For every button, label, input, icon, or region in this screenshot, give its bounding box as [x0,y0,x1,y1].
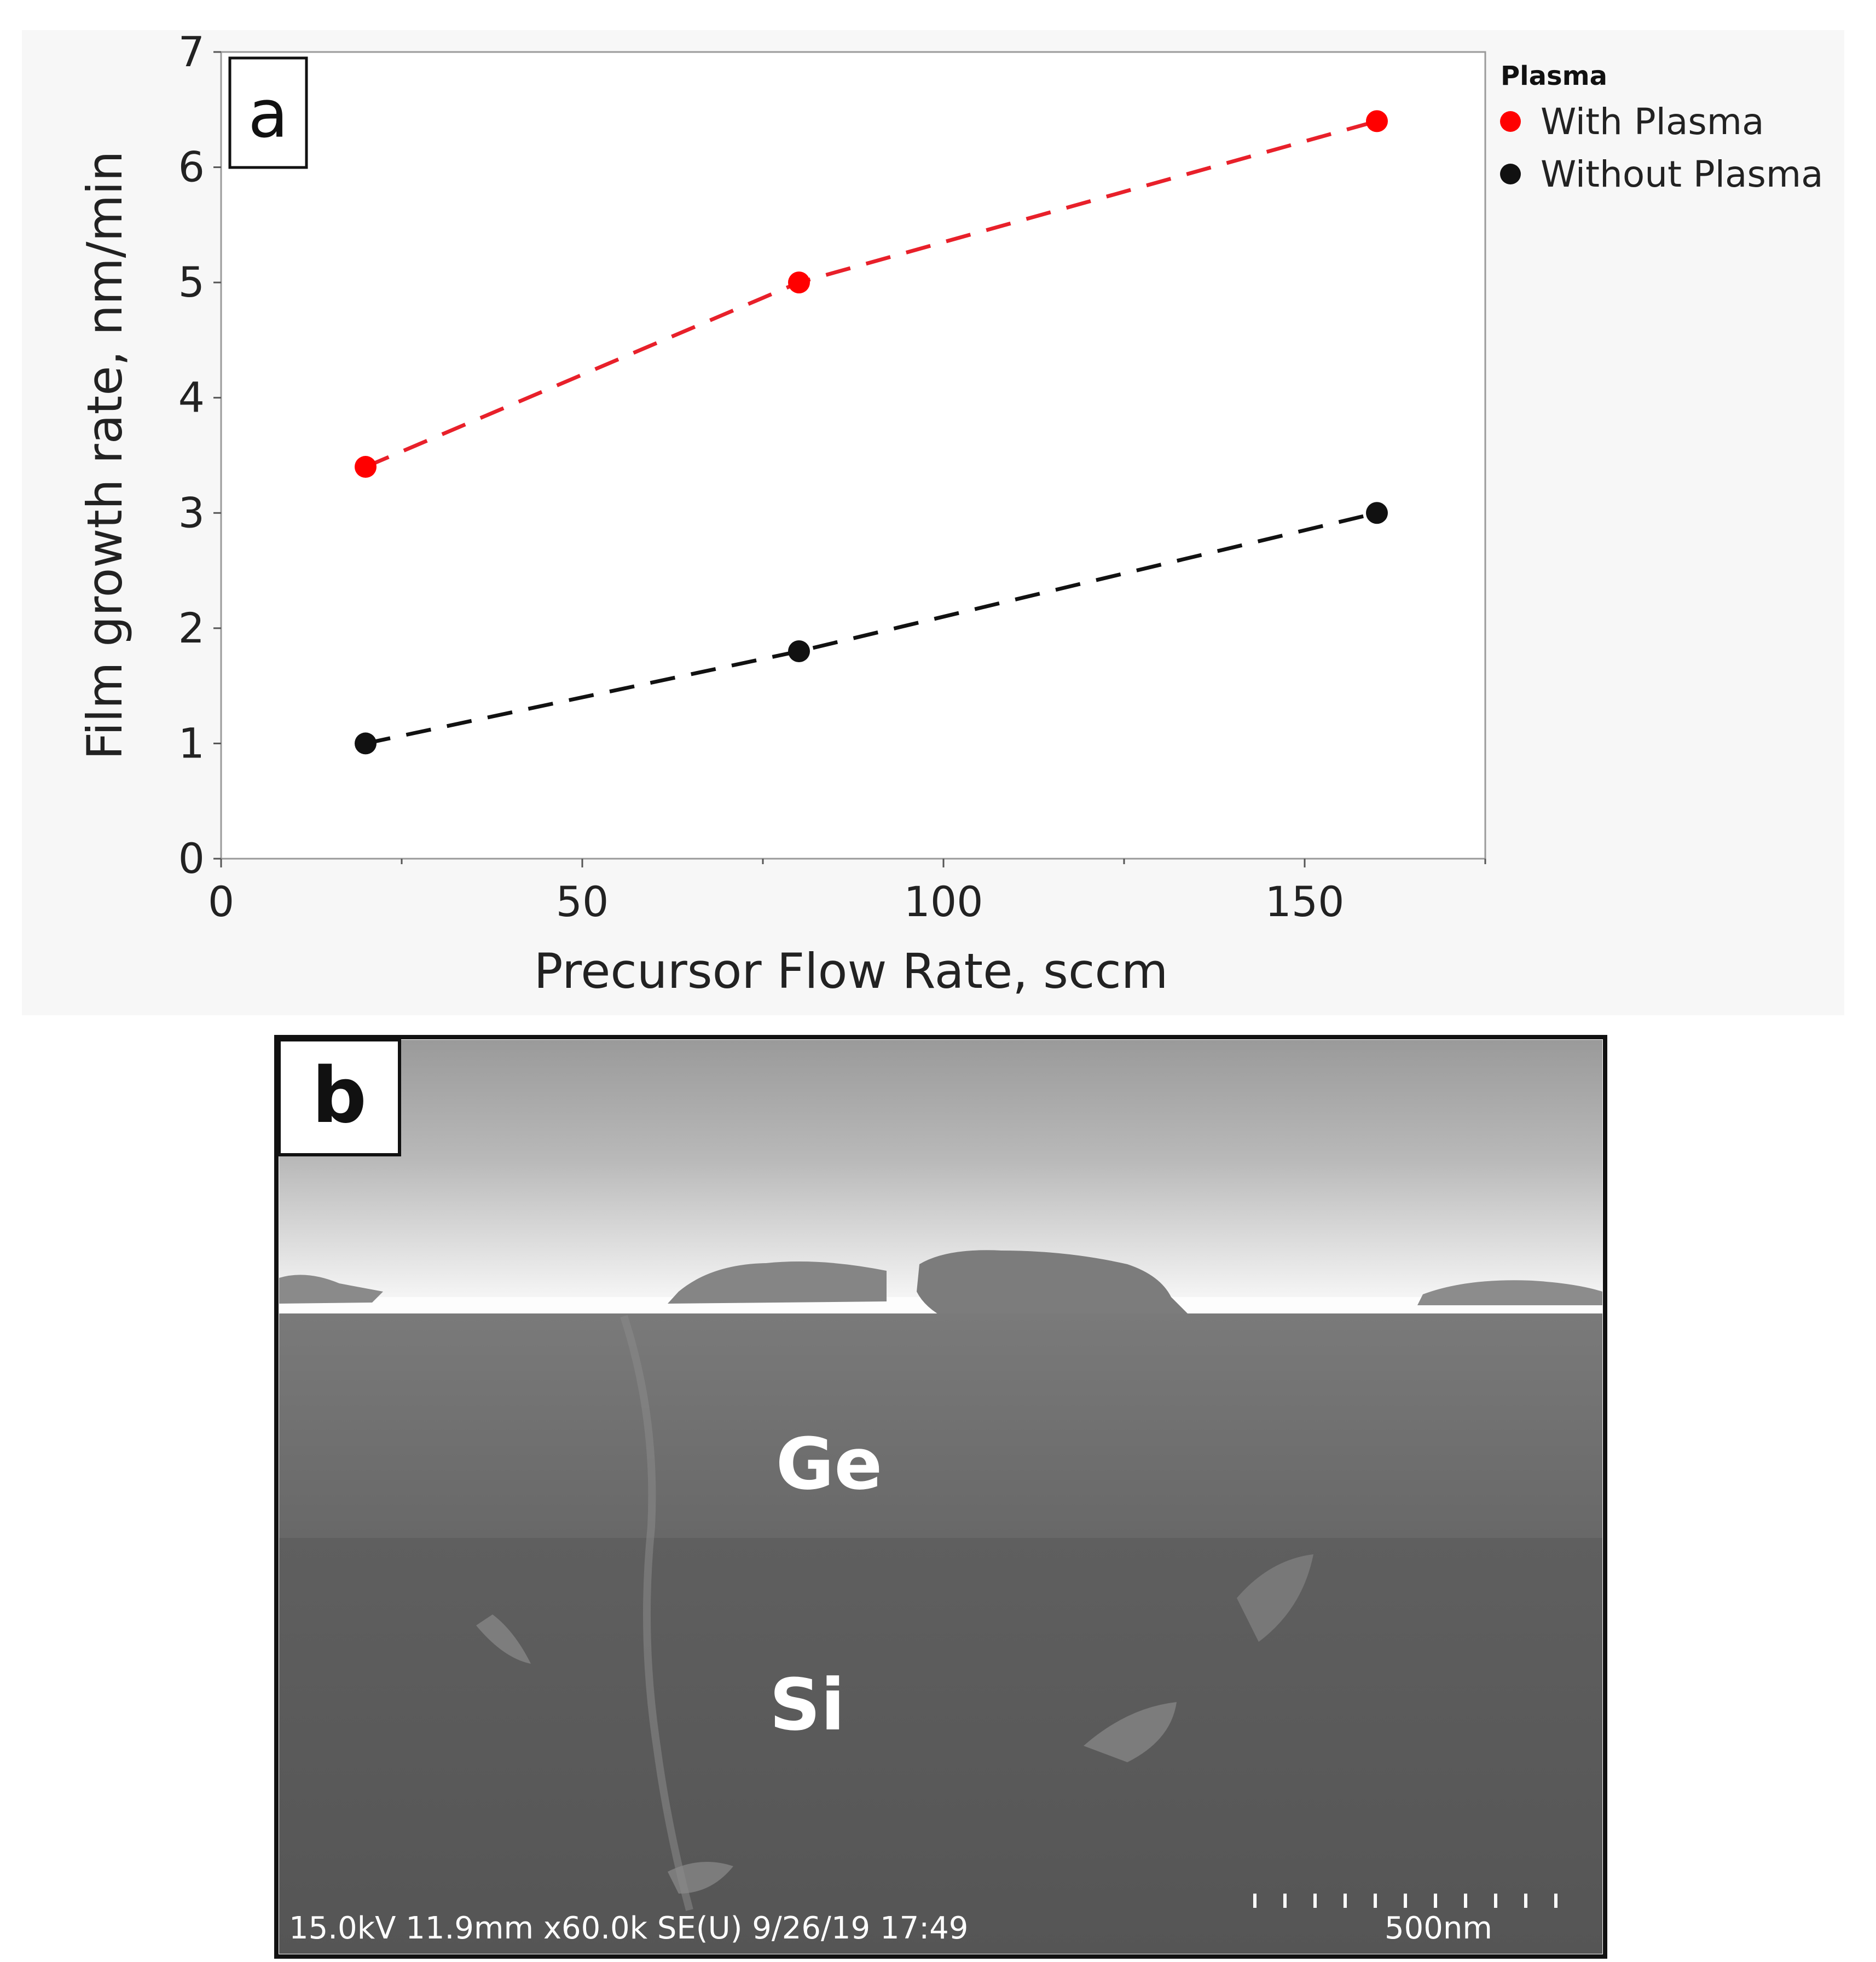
scale-bar-tick [1374,1894,1377,1908]
panel-a-label: a [248,77,288,153]
scale-bar-tick [1464,1894,1467,1908]
sem-image-panel-b: Ge Si 15.0kV 11.9mm x60.0k SE(U) 9/26/19… [274,1034,1608,1959]
sem-cross-section-image: Ge Si 15.0kV 11.9mm x60.0k SE(U) 9/26/19… [274,1035,1607,1959]
growth-rate-chart: 0 1 2 3 4 5 6 7 0 50 100 150 a Precursor Flow Rate,… [77,27,1823,999]
scale-bar-tick [1253,1894,1257,1908]
y-tick-label: 3 [178,488,205,537]
sem-fracture-feature [1237,1554,1313,1642]
data-point-with-plasma [355,456,377,478]
y-tick-label: 5 [178,258,205,306]
sem-image-frame [274,1035,1607,1959]
x-tick-label: 50 [556,877,609,926]
data-point-with-plasma [1366,110,1388,132]
legend-marker-without-plasma [1500,164,1521,184]
panel-b-label: b [312,1051,367,1141]
scale-bar-tick [1524,1894,1527,1908]
plot-area [220,51,1486,860]
sem-ge-layer [279,1313,1602,1538]
data-point-without-plasma [355,732,377,755]
y-tick-label: 0 [178,834,205,883]
legend-entry-without-plasma: Without Plasma [1541,153,1823,195]
scale-bar [1253,1894,1557,1908]
scale-bar-tick [1554,1894,1557,1908]
y-axis-title: Film growth rate, nm/min [77,151,133,760]
y-tick-label: 6 [178,143,205,192]
y-tick-label: 7 [178,27,205,76]
sem-fracture-feature [476,1614,531,1664]
series-line-without-plasma [365,511,1377,745]
scale-bar-label: 500nm [1385,1911,1492,1946]
sem-fracture-line [620,1315,693,1911]
x-tick-label: 100 [904,877,983,926]
legend: Plasma With Plasma Without Plasma [1500,61,1823,195]
chart-panel-a: 0 1 2 3 4 5 6 7 0 50 100 150 a Precursor Flow Rate,… [77,27,1823,999]
scale-bar-tick [1404,1894,1407,1908]
sem-surface-deposit [279,1275,383,1304]
scale-bar-tick [1313,1894,1317,1908]
scale-bar-tick [1494,1894,1497,1908]
sem-info-text: 15.0kV 11.9mm x60.0k SE(U) 9/26/19 17:49 [289,1911,968,1946]
scale-bar-tick [1344,1894,1347,1908]
y-tick-label: 1 [178,719,205,767]
x-tick-label: 150 [1265,877,1344,926]
x-axis-title: Precursor Flow Rate, sccm [534,943,1168,999]
x-tick-label: 0 [208,877,234,926]
legend-title: Plasma [1501,61,1607,91]
sem-fracture-feature [1084,1702,1177,1762]
sem-surface-deposit [668,1261,887,1304]
y-tick-label: 2 [178,604,205,652]
data-point-with-plasma [788,271,810,294]
scale-bar-tick [1283,1894,1287,1908]
legend-marker-with-plasma [1500,111,1521,132]
si-substrate-label: Si [769,1663,845,1746]
sem-fracture-feature [668,1862,733,1894]
panel-a-label-box [228,56,308,169]
y-tick-label: 4 [178,373,205,422]
sem-si-substrate [279,1538,1602,1954]
sem-surface-deposit [1417,1280,1602,1305]
scale-bar-tick [1434,1894,1437,1908]
legend-entry-with-plasma: With Plasma [1541,101,1764,143]
data-point-without-plasma [1366,502,1388,524]
data-point-without-plasma [788,640,810,662]
ge-layer-label: Ge [776,1422,883,1506]
panel-b-label-box [277,1038,401,1156]
